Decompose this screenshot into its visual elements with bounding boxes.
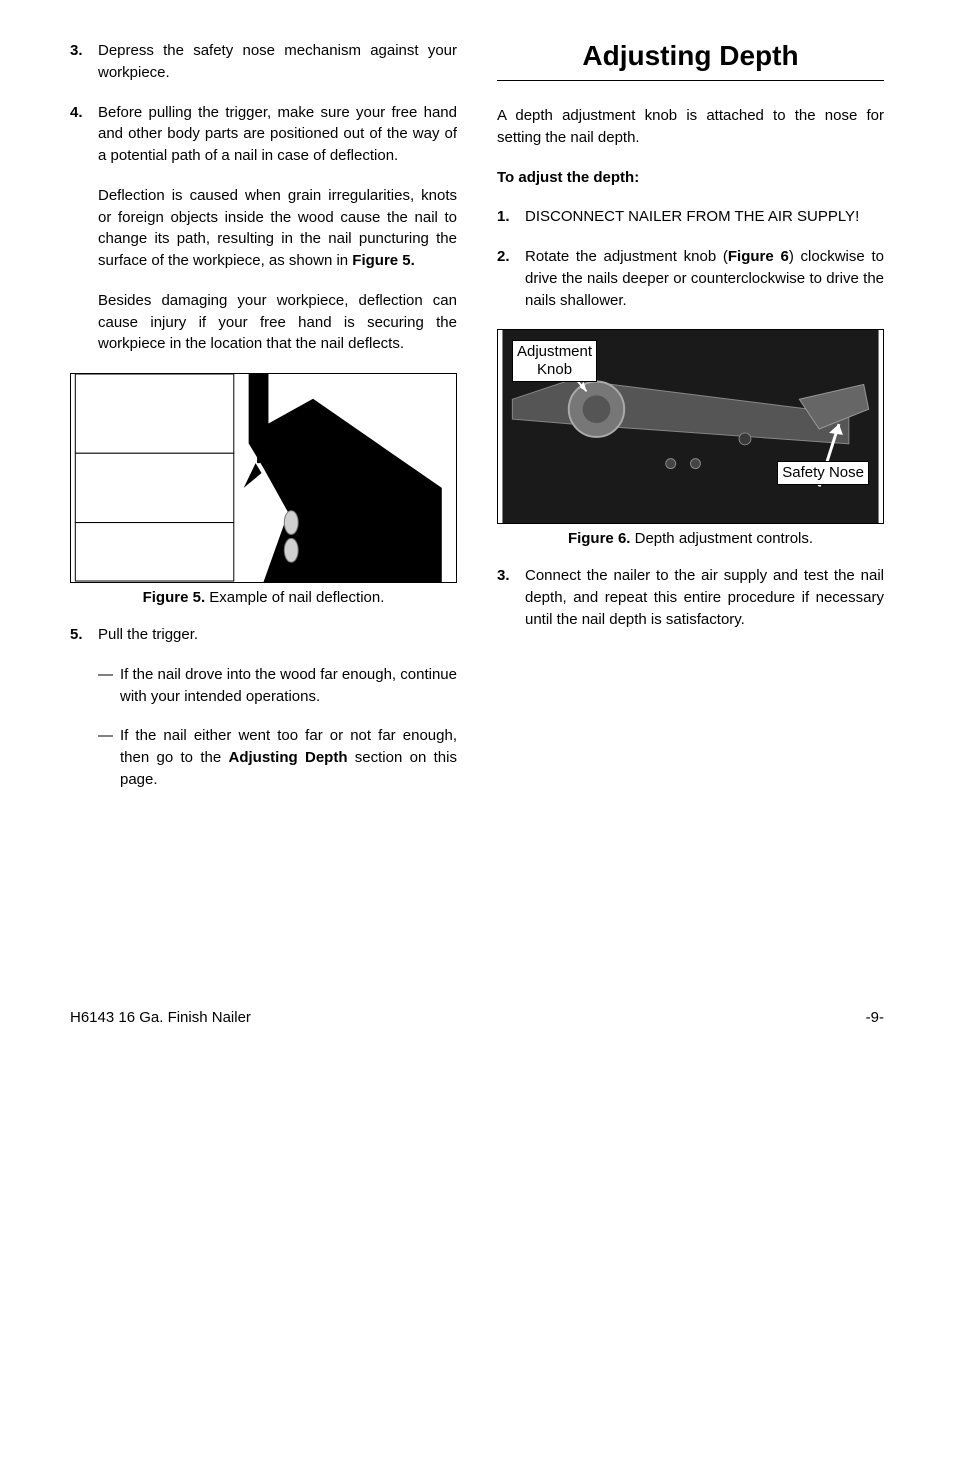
dash: — [98,664,120,708]
intro-paragraph: A depth adjustment knob is attached to t… [497,105,884,149]
step-4-paragraph-c: Besides damaging your workpiece, deflect… [98,290,457,355]
right-column: Adjusting Depth A depth adjustment knob … [497,40,884,809]
figure-5 [70,373,457,583]
adjust-step-2: 2. Rotate the adjustment knob (Figure 6)… [497,246,884,311]
figure-ref: Figure 5. [352,252,415,269]
step-number: 3. [497,565,525,630]
sub-text: If the nail drove into the wood far enou… [120,664,457,708]
footer-page-number: -9- [866,1009,884,1026]
step-text: DISCONNECT NAILER FROM THE AIR SUPPLY! [525,206,884,228]
step-text: Before pulling the trigger, make sure yo… [98,102,457,167]
adjust-step-1: 1. DISCONNECT NAILER FROM THE AIR SUPPLY… [497,206,884,228]
subheading: To adjust the depth: [497,167,884,189]
step-number: 1. [497,206,525,228]
step-4: 4. Before pulling the trigger, make sure… [70,102,457,167]
figure-6-caption: Figure 6. Depth adjustment controls. [497,530,884,547]
figure-5-svg [71,374,456,582]
step-4-paragraph-b: Deflection is caused when grain irregula… [98,185,457,272]
step-number: 3. [70,40,98,84]
dash: — [98,725,120,790]
left-column: 3. Depress the safety nose mechanism aga… [70,40,457,809]
step-number: 2. [497,246,525,311]
label-line2: Knob [537,361,572,378]
label-line1: Adjustment [517,343,592,360]
figure-6-label-adjustment-knob: Adjustment Knob [512,340,597,382]
caption-text: Example of nail deflection. [205,589,384,606]
step-5-sub-a: — If the nail drove into the wood far en… [98,664,457,708]
caption-label: Figure 5. [143,589,206,606]
page-footer: H6143 16 Ga. Finish Nailer -9- [70,1009,884,1026]
figure-ref: Figure 6 [728,248,789,265]
step-3: 3. Depress the safety nose mechanism aga… [70,40,457,84]
section-rule [497,80,884,81]
section-title: Adjusting Depth [497,40,884,72]
figure-5-caption: Figure 5. Example of nail deflection. [70,589,457,606]
step-text: Connect the nailer to the air supply and… [525,565,884,630]
step-text: Depress the safety nose mechanism agains… [98,40,457,84]
footer-left: H6143 16 Ga. Finish Nailer [70,1009,251,1026]
caption-text: Depth adjustment controls. [630,530,813,547]
step-text: Rotate the adjustment knob (Figure 6) cl… [525,246,884,311]
adjust-step-3: 3. Connect the nailer to the air supply … [497,565,884,630]
section-ref: Adjusting Depth [229,749,348,766]
step-5-sub-b: — If the nail either went too far or not… [98,725,457,790]
figure-6: Adjustment Knob Safety Nose [497,329,884,524]
step-5: 5. Pull the trigger. [70,624,457,646]
step-number: 5. [70,624,98,646]
caption-label: Figure 6. [568,530,631,547]
sub-text: If the nail either went too far or not f… [120,725,457,790]
text: Rotate the adjustment knob ( [525,248,728,265]
step-text: Pull the trigger. [98,624,457,646]
figure-6-label-safety-nose: Safety Nose [777,461,869,485]
step-number: 4. [70,102,98,167]
